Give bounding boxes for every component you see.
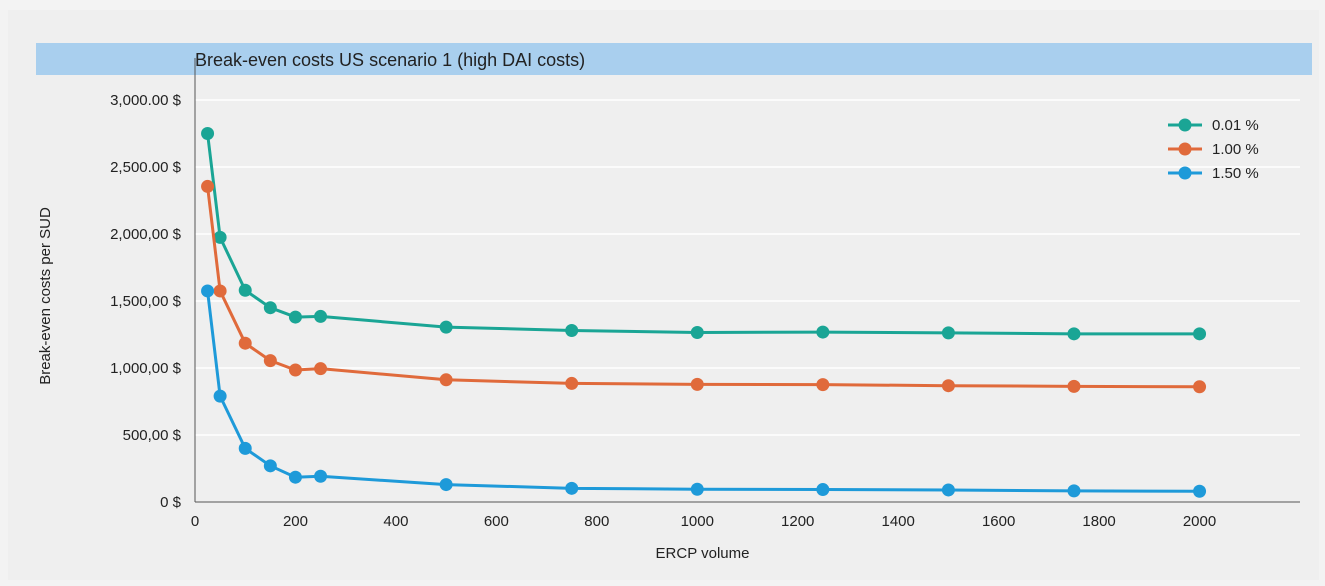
data-point bbox=[263, 459, 277, 473]
data-point bbox=[816, 325, 830, 339]
data-point bbox=[238, 336, 252, 350]
legend-item: 1.50 % bbox=[1168, 165, 1259, 182]
data-point bbox=[288, 363, 302, 377]
legend-swatch-marker bbox=[1178, 118, 1192, 132]
x-tick-label: 1400 bbox=[881, 513, 914, 530]
data-point bbox=[816, 483, 830, 497]
data-point bbox=[1193, 380, 1207, 394]
data-point bbox=[263, 354, 277, 368]
x-tick-label: 600 bbox=[484, 513, 509, 530]
data-point bbox=[1067, 327, 1081, 341]
legend-swatch-marker bbox=[1178, 142, 1192, 156]
x-tick-label: 800 bbox=[584, 513, 609, 530]
x-tick-label: 1600 bbox=[982, 513, 1015, 530]
legend-label: 1.50 % bbox=[1212, 165, 1259, 182]
data-point bbox=[201, 127, 215, 140]
x-tick-label: 2000 bbox=[1183, 513, 1216, 530]
data-point bbox=[690, 482, 704, 496]
chart-panel bbox=[8, 10, 1319, 580]
data-point bbox=[439, 373, 453, 387]
series-group bbox=[201, 127, 1207, 498]
data-point bbox=[1067, 484, 1081, 498]
data-point bbox=[1193, 484, 1207, 498]
data-point bbox=[690, 325, 704, 339]
series-line bbox=[206, 290, 1200, 493]
legend-label: 0.01 % bbox=[1212, 117, 1259, 134]
data-point bbox=[314, 469, 328, 483]
data-point bbox=[690, 377, 704, 391]
data-point bbox=[213, 389, 227, 403]
x-tick-label: 200 bbox=[283, 513, 308, 530]
data-point bbox=[565, 323, 579, 337]
chart-title: Break-even costs US scenario 1 (high DAI… bbox=[195, 50, 586, 70]
y-tick-label: 0 $ bbox=[160, 494, 182, 511]
x-tick-labels: 0 200 400 600 800 1000 1200 1400 1600 1800 2000 bbox=[191, 513, 1216, 530]
data-point bbox=[201, 284, 215, 298]
y-tick-label: 3,000.00 $ bbox=[110, 92, 182, 109]
x-tick-label: 1200 bbox=[781, 513, 814, 530]
data-point bbox=[213, 284, 227, 298]
y-tick-label: 1,500,00 $ bbox=[110, 293, 182, 310]
x-tick-label: 400 bbox=[383, 513, 408, 530]
legend-label: 1.00 % bbox=[1212, 141, 1259, 158]
data-point bbox=[201, 179, 215, 193]
data-point bbox=[263, 301, 277, 315]
axes bbox=[194, 58, 1300, 503]
y-tick-label: 2,000,00 $ bbox=[110, 226, 182, 243]
data-point bbox=[1193, 327, 1207, 341]
x-axis-title: ERCP volume bbox=[656, 545, 750, 562]
legend: 0.01 % 1.00 % 1.50 % bbox=[1168, 117, 1259, 182]
x-tick-label: 0 bbox=[191, 513, 199, 530]
y-tick-label: 500,00 $ bbox=[123, 427, 182, 444]
x-tick-label: 1000 bbox=[681, 513, 714, 530]
y-tick-label: 2,500.00 $ bbox=[110, 159, 182, 176]
data-point bbox=[941, 483, 955, 497]
y-axis-title: Break-even costs per SUD bbox=[37, 207, 54, 385]
data-point bbox=[314, 309, 328, 323]
data-point bbox=[238, 283, 252, 297]
series-3 bbox=[201, 284, 1207, 498]
y-tick-label: 1,000,00 $ bbox=[110, 360, 182, 377]
legend-item: 0.01 % bbox=[1168, 117, 1259, 134]
data-point bbox=[213, 230, 227, 244]
data-point bbox=[238, 441, 252, 455]
data-point bbox=[288, 470, 302, 484]
legend-item: 1.00 % bbox=[1168, 141, 1259, 158]
data-point bbox=[314, 362, 328, 376]
grid-lines bbox=[195, 99, 1300, 436]
data-point bbox=[1067, 379, 1081, 393]
data-point bbox=[941, 379, 955, 393]
series-1 bbox=[201, 127, 1207, 341]
series-2 bbox=[201, 179, 1207, 394]
data-point bbox=[288, 310, 302, 324]
data-point bbox=[565, 481, 579, 495]
data-point bbox=[941, 326, 955, 340]
data-point bbox=[439, 478, 453, 492]
series-line bbox=[206, 186, 1200, 389]
data-point bbox=[816, 378, 830, 392]
y-tick-labels: 0 $ 500,00 $ 1,000,00 $ 1,500,00 $ 2,000,00 … bbox=[110, 92, 182, 511]
x-tick-label: 1800 bbox=[1082, 513, 1115, 530]
legend-swatch-marker bbox=[1178, 166, 1192, 180]
data-point bbox=[439, 320, 453, 334]
data-point bbox=[565, 376, 579, 390]
title-bar bbox=[36, 43, 1312, 75]
